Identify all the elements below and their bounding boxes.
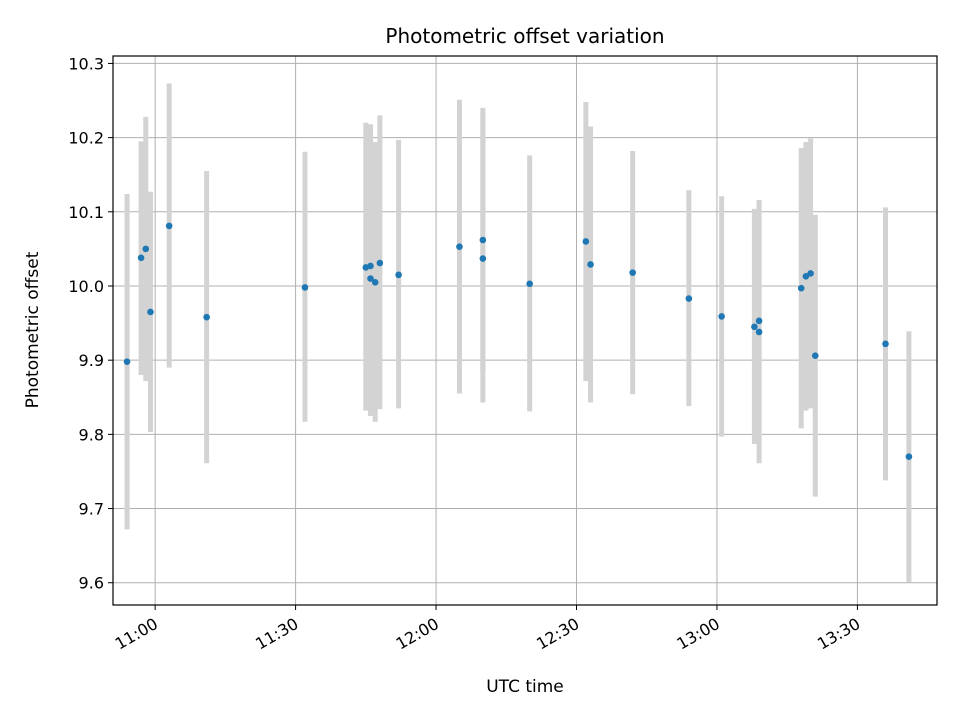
x-axis-label: UTC time	[486, 677, 564, 697]
data-point	[142, 245, 150, 253]
y-tick-label: 9.7	[79, 500, 104, 519]
data-points	[123, 222, 913, 460]
data-point	[123, 358, 131, 365]
data-point	[755, 317, 763, 325]
data-point	[718, 313, 725, 320]
data-point	[802, 273, 810, 280]
data-point	[203, 313, 210, 321]
y-tick-label: 9.9	[79, 351, 104, 370]
y-tick-label: 10.2	[68, 129, 104, 148]
data-point	[755, 328, 763, 336]
data-point	[479, 255, 487, 262]
data-point	[526, 280, 533, 288]
data-point	[629, 269, 636, 276]
data-point	[807, 270, 814, 277]
y-axis-label: Photometric offset	[23, 251, 43, 408]
y-tick-label: 10.0	[68, 277, 104, 296]
data-point	[582, 238, 590, 245]
data-point	[147, 308, 154, 316]
data-point	[301, 284, 309, 291]
y-tick-label: 9.6	[79, 574, 104, 593]
data-point	[376, 259, 384, 267]
data-point	[165, 222, 173, 230]
y-tick-label: 9.8	[79, 425, 104, 444]
y-tick-label: 10.3	[68, 54, 104, 73]
data-point	[882, 340, 889, 348]
data-point	[811, 352, 819, 360]
data-point	[367, 262, 374, 270]
data-point	[905, 453, 913, 460]
data-point	[371, 278, 379, 286]
y-tick-label: 10.1	[68, 203, 104, 222]
data-point	[456, 243, 463, 250]
data-point	[395, 271, 402, 279]
data-point	[587, 261, 594, 268]
y-axis-ticks: 9.6 9.7 9.8 9.9 10.0 10.1 10.2 10.3	[68, 54, 113, 593]
chart-title: Photometric offset variation	[385, 24, 664, 48]
plot-frame	[112, 55, 938, 606]
data-point	[367, 275, 374, 282]
data-point	[479, 236, 487, 244]
data-point	[685, 295, 693, 302]
data-point	[751, 323, 758, 331]
data-point	[797, 284, 805, 292]
data-point	[137, 254, 145, 262]
